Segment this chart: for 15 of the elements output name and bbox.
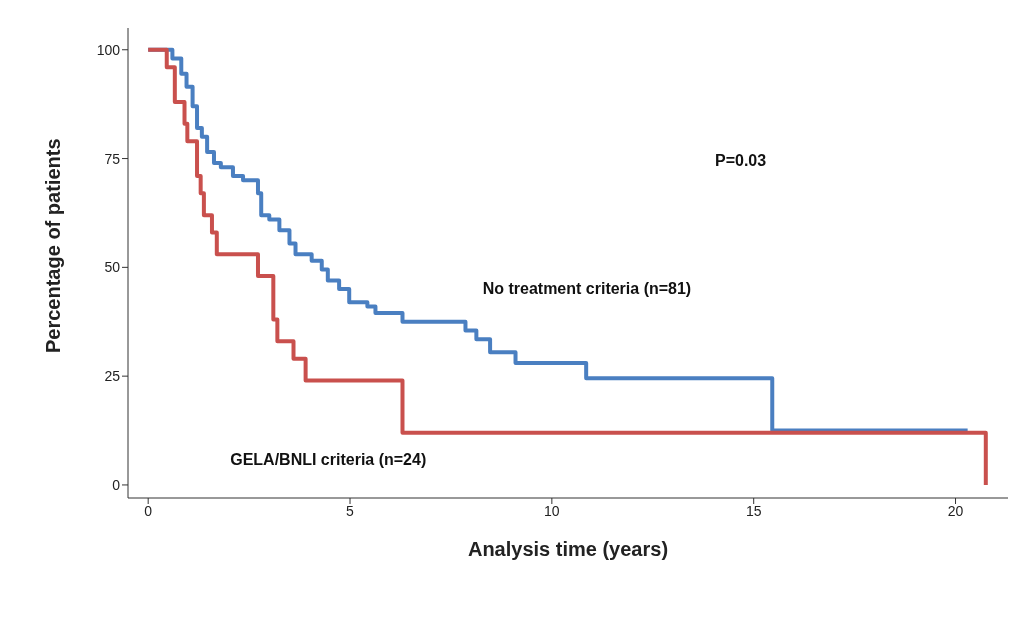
y-tick-label: 25: [104, 368, 121, 385]
y-axis-title: Percentage of patients: [42, 138, 65, 353]
series-label: GELA/BNLI criteria (n=24): [230, 451, 427, 469]
annotation: P=0.03: [715, 152, 767, 170]
x-tick-label: 0: [144, 502, 153, 519]
x-tick-label: 5: [346, 502, 355, 519]
y-tick-label: 75: [104, 150, 121, 167]
y-tick-label: 0: [112, 476, 121, 493]
x-tick-label: 20: [947, 502, 964, 519]
y-tick-label: 50: [104, 259, 121, 276]
x-tick-label: 15: [745, 502, 762, 519]
y-tick-label: 100: [96, 41, 121, 58]
series-label: No treatment criteria (n=81): [482, 280, 692, 298]
x-tick-label: 10: [544, 502, 560, 519]
x-axis-title: Analysis time (years): [467, 538, 669, 560]
